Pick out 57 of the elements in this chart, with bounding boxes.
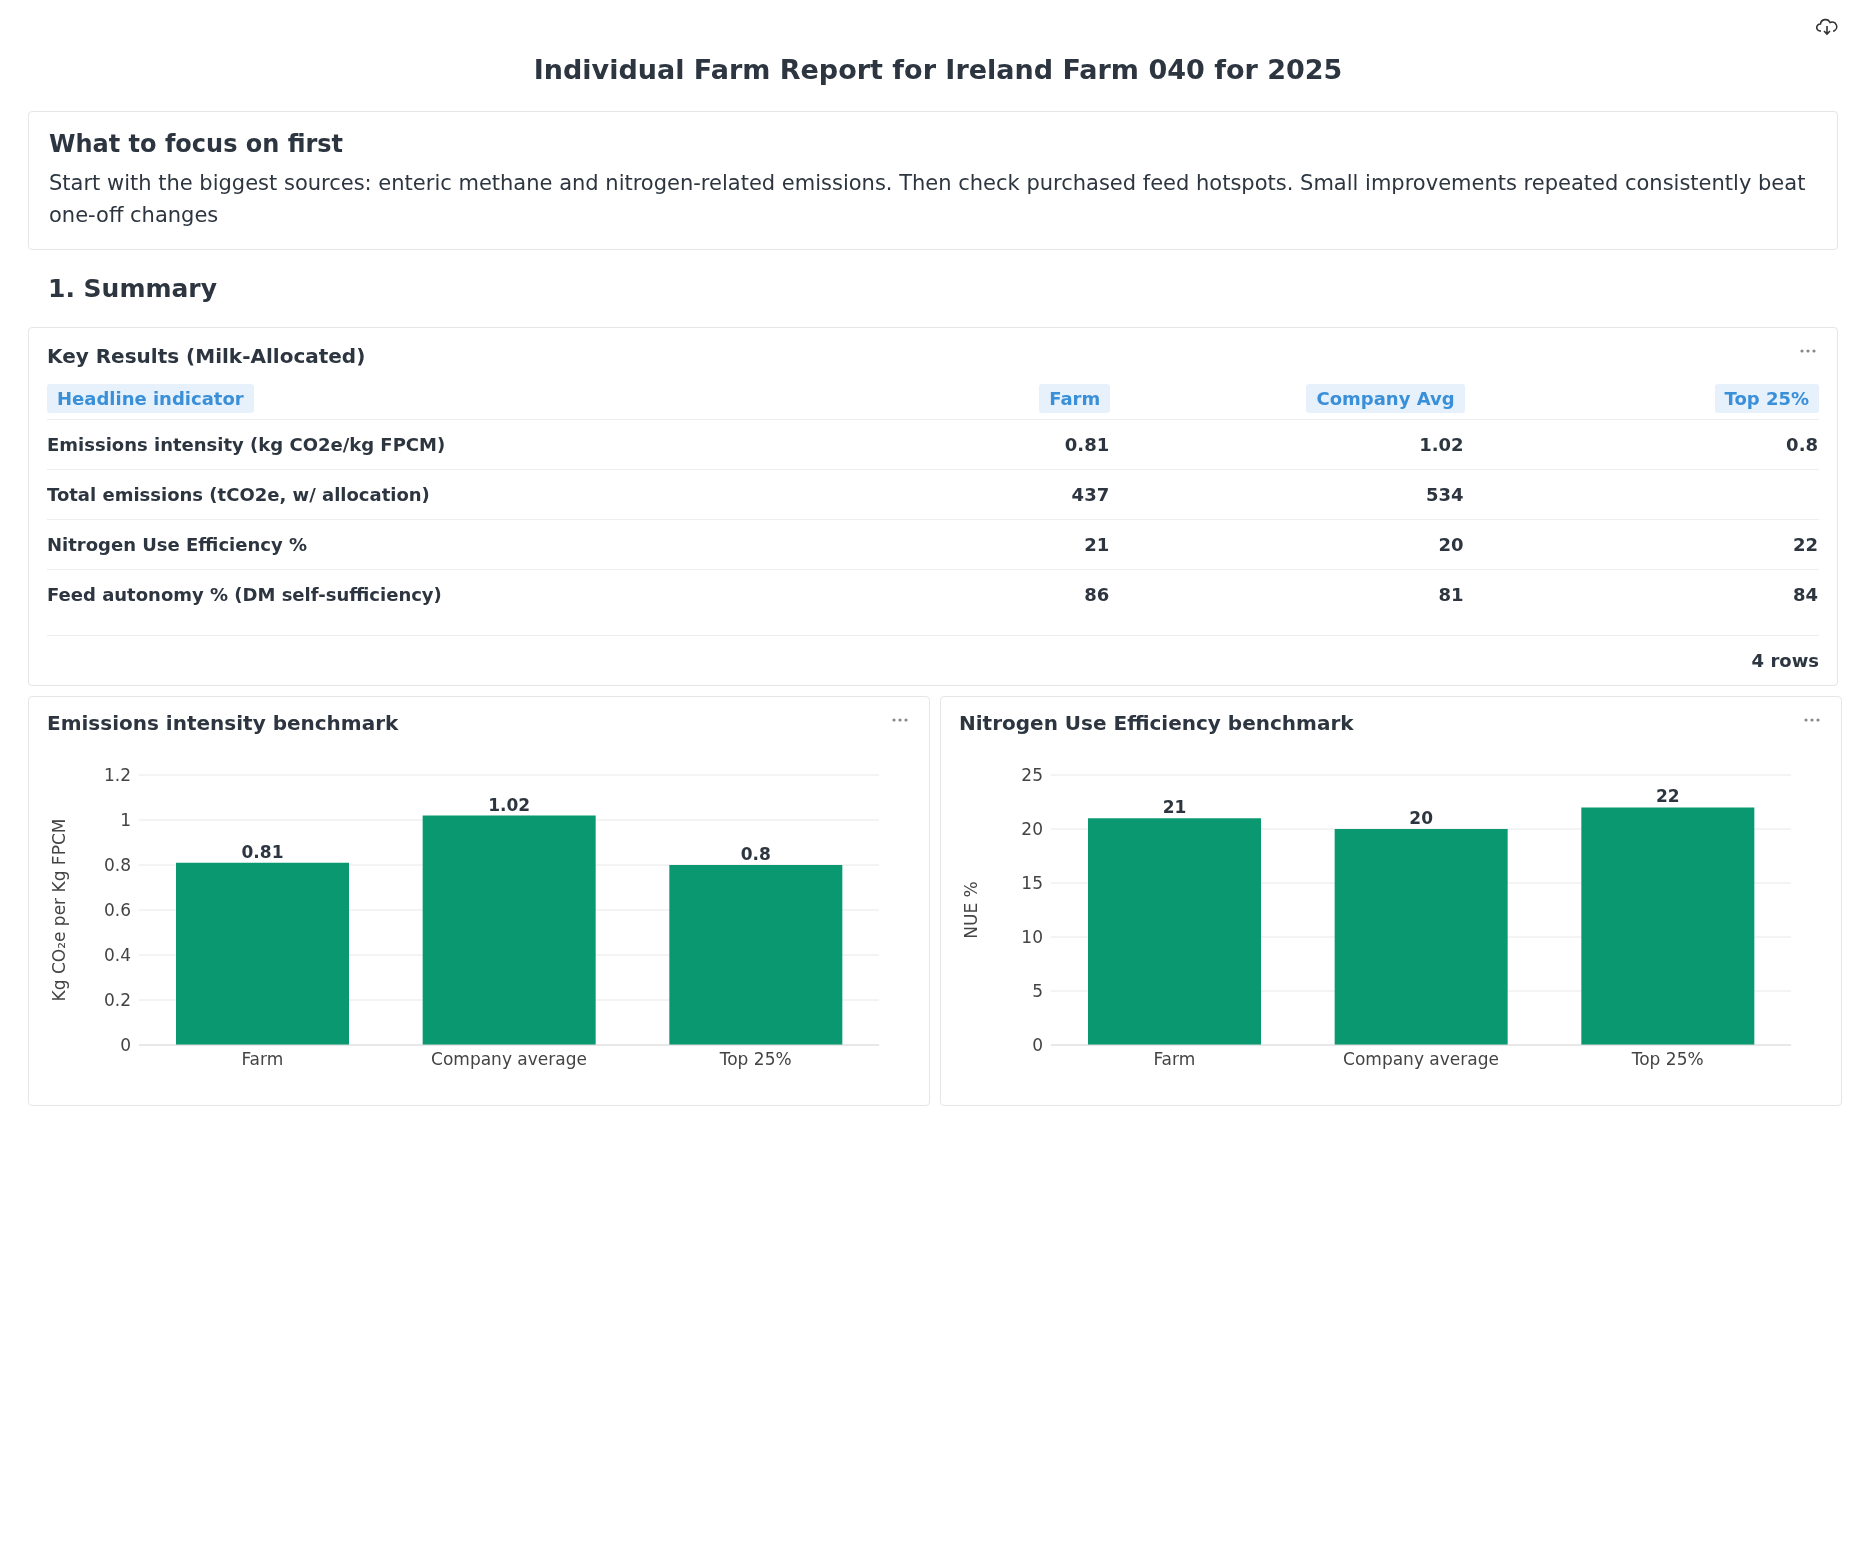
chart-title: Nitrogen Use Efficiency benchmark — [958, 711, 1355, 735]
text: Key Results (Milk-Allocated) — [47, 344, 367, 368]
x-tick-label: Farm — [1153, 1049, 1196, 1070]
category-label: Top 25% — [1714, 384, 1819, 413]
text: 20 — [1438, 534, 1464, 555]
text: What to focus on first — [49, 130, 345, 158]
category-label: Emissions intensity (kg CO2e/kg FPCM) — [47, 434, 446, 455]
text: 0.81 — [1064, 434, 1110, 455]
bar — [422, 815, 596, 1045]
x-tick-label: Top 25% — [1630, 1049, 1704, 1070]
y-tick-label: 25 — [1021, 765, 1043, 786]
data-label: 1.02 — [488, 794, 531, 815]
x-tick-label: Farm — [241, 1049, 284, 1070]
y-tick-label: 15 — [1021, 873, 1043, 894]
category-label: Farm — [1039, 384, 1111, 413]
y-axis-title: NUE % — [961, 881, 982, 939]
chart-title: Emissions intensity benchmark — [46, 711, 400, 735]
y-tick-label: 10 — [1021, 927, 1043, 948]
category-label: Feed autonomy % (DM self-sufficiency) — [47, 584, 442, 605]
text: 0.8 — [1786, 434, 1818, 455]
text: Start with the biggest sources: enteric methane and nitrogen-related emissions. Then check purchased feed hotspots. Small improvements repeated consistently beat one-off changes — [49, 170, 1807, 229]
data-label: 22 — [1656, 786, 1680, 807]
y-tick-label: 0.4 — [103, 945, 131, 966]
data-label: 0.8 — [740, 844, 771, 864]
y-tick-label: 0.2 — [103, 990, 131, 1011]
category-label: Total emissions (tCO2e, w/ allocation) — [47, 484, 430, 505]
y-tick-label: 0 — [1032, 1035, 1043, 1056]
text: 81 — [1438, 584, 1464, 605]
text: 1.02 — [1419, 434, 1464, 455]
y-axis-title: Kg CO₂e per Kg FPCM — [49, 818, 70, 1002]
y-tick-label: 1.2 — [103, 765, 131, 786]
y-tick-label: 1 — [120, 810, 131, 831]
x-tick-label: Company average — [431, 1049, 587, 1070]
y-tick-label: 5 — [1032, 981, 1043, 1002]
data-label: 0.81 — [241, 841, 284, 862]
text: 21 — [1084, 534, 1110, 555]
text: 86 — [1084, 584, 1110, 605]
text: 22 — [1792, 534, 1818, 555]
x-tick-label: Top 25% — [718, 1049, 792, 1070]
text: 437 — [1071, 484, 1110, 505]
category-label: Nitrogen Use Efficiency % — [47, 534, 307, 555]
y-tick-label: 20 — [1021, 819, 1043, 840]
y-tick-label: 0.6 — [103, 900, 131, 921]
y-tick-label: 0.8 — [103, 855, 131, 876]
category-label: Company Avg — [1306, 384, 1465, 413]
data-label: 21 — [1162, 797, 1187, 818]
bar — [176, 862, 349, 1045]
text: 84 — [1792, 584, 1818, 605]
text: 534 — [1426, 484, 1464, 505]
text: 4 rows — [47, 635, 1819, 671]
x-tick-label: Company average — [1343, 1049, 1499, 1070]
y-tick-label: 0 — [120, 1035, 131, 1056]
category-label: Headline indicator — [47, 384, 254, 413]
data-label: 20 — [1409, 808, 1434, 828]
bar — [669, 865, 843, 1045]
text: 1. Summary — [47, 273, 218, 305]
text: Individual Farm Report for Ireland Farm 040 for 2025 — [532, 53, 1344, 87]
